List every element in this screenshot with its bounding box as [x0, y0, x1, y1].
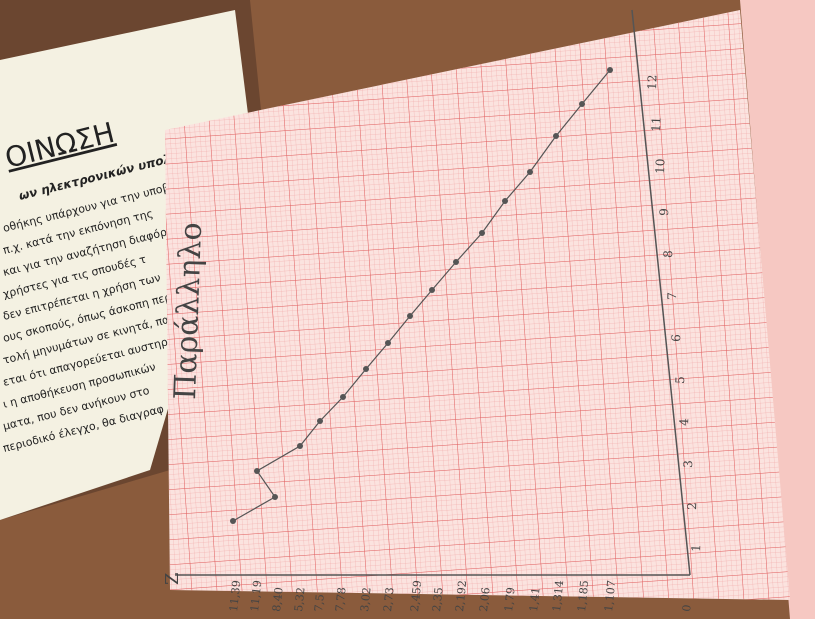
bottom-label: 5,32 — [292, 587, 307, 613]
point — [579, 101, 585, 107]
graph-title: Παράλληλο — [168, 222, 209, 401]
point — [297, 443, 303, 449]
bottom-label: 2,192 — [453, 580, 469, 613]
point — [502, 198, 508, 204]
bottom-label: 11,19 — [248, 580, 264, 613]
side-label: 4 — [677, 418, 691, 426]
bottom-label: 8,40 — [270, 587, 285, 613]
point — [230, 518, 236, 524]
point — [317, 418, 323, 424]
axis — [631, 9, 691, 576]
point — [553, 133, 559, 139]
side-label: 3 — [681, 460, 695, 468]
bottom-label: 1,314 — [550, 580, 566, 613]
point — [254, 468, 260, 474]
point — [479, 230, 485, 236]
bottom-label: 0 — [680, 604, 694, 612]
side-label: 1 — [689, 544, 703, 552]
axis-label: Z — [162, 572, 183, 585]
point — [363, 366, 369, 372]
labels: Παράλληλο Z 11,39 11,19 8,40 5,32 7,5 7,78 3,02 2… — [162, 74, 703, 612]
second-sheet — [740, 0, 815, 619]
point — [340, 394, 346, 400]
bottom-label: 1,41 — [527, 587, 542, 613]
side-label: 10 — [653, 158, 668, 174]
bottom-label: 11,39 — [227, 580, 243, 613]
bottom-label: 1,79 — [502, 587, 517, 613]
bottom-label: 7,5 — [312, 594, 327, 613]
side-label: 7 — [665, 292, 679, 300]
bottom-label: 7,78 — [333, 587, 348, 613]
point — [429, 287, 435, 293]
bottom-label: 1,107 — [602, 580, 618, 613]
side-label: 2 — [685, 502, 699, 510]
point — [453, 259, 459, 265]
curve — [256, 69, 611, 498]
bottom-label: 2,459 — [408, 580, 424, 613]
point — [272, 494, 278, 500]
side-label: 8 — [661, 250, 675, 258]
curve — [232, 496, 276, 522]
bottom-label: 2,35 — [430, 587, 445, 613]
side-label: 5 — [673, 376, 687, 384]
bottom-label: 3,02 — [358, 587, 373, 613]
side-label: 9 — [657, 208, 671, 216]
side-label: 12 — [645, 74, 660, 90]
bottom-label: 2,73 — [381, 587, 396, 613]
points — [230, 67, 613, 524]
point — [407, 313, 413, 319]
bottom-label: 1,185 — [575, 580, 591, 613]
point — [607, 67, 613, 73]
side-label: 11 — [649, 116, 664, 132]
bottom-label: 2,06 — [477, 587, 492, 613]
point — [385, 340, 391, 346]
side-label: 6 — [669, 334, 683, 342]
point — [527, 169, 533, 175]
